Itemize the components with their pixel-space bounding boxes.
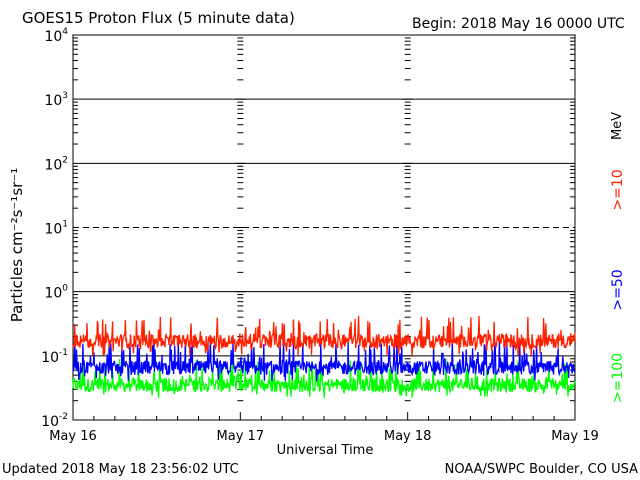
- day-dividers: [72, 37, 576, 421]
- unit-label: MeV: [610, 112, 625, 140]
- x-tick-label: May 16: [49, 429, 97, 444]
- x-tick-label: May 19: [551, 429, 599, 444]
- x-tick-labels: May 16 May 17 May 18 May 19: [49, 429, 599, 444]
- chart-title: GOES15 Proton Flux (5 minute data): [22, 9, 295, 27]
- y-tick-label: 101: [44, 220, 68, 238]
- series-label-50mev: >=50: [610, 269, 626, 310]
- series-label-10mev: >=10: [610, 169, 626, 210]
- x-tick-label: May 17: [217, 429, 265, 444]
- x-tick-label: May 18: [384, 429, 432, 444]
- y-tick-labels: 10-2 10-1 100 101 102 103 104: [41, 27, 68, 430]
- series-line-100mev: [72, 358, 576, 398]
- credit-label: NOAA/SWPC Boulder, CO USA: [445, 462, 638, 477]
- y-tick-label: 10-1: [41, 348, 68, 366]
- x-axis-label: Universal Time: [277, 443, 374, 458]
- series-line-50mev: [72, 339, 576, 382]
- updated-label: Updated 2018 May 18 23:56:02 UTC: [2, 462, 239, 477]
- y-tick-label: 10-2: [41, 412, 68, 430]
- series-line-10mev: [72, 315, 576, 356]
- y-axis-label: Particles cm⁻²s⁻¹sr⁻¹: [8, 168, 26, 322]
- begin-label: Begin: 2018 May 16 0000 UTC: [412, 16, 625, 32]
- y-tick-label: 103: [44, 91, 68, 109]
- y-tick-label: 102: [44, 155, 68, 173]
- y-tick-label: 100: [44, 284, 68, 302]
- series-layer: [72, 315, 576, 398]
- series-label-100mev: >=100: [610, 353, 626, 403]
- y-tick-label: 104: [44, 27, 68, 45]
